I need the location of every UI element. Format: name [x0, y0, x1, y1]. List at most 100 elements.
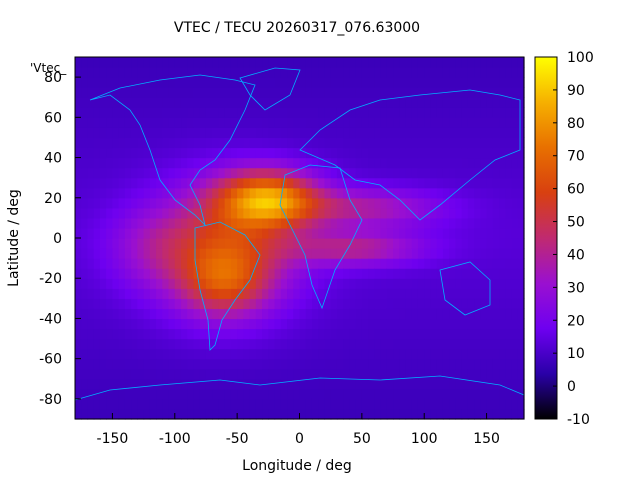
- heatmap-cell: [243, 227, 251, 239]
- heatmap-cell: [511, 97, 519, 108]
- heatmap-cell: [205, 167, 213, 179]
- heatmap-cell: [343, 197, 350, 209]
- heatmap-cell: [255, 127, 263, 139]
- heatmap-cell: [424, 398, 432, 410]
- heatmap-cell: [349, 288, 357, 299]
- heatmap-cell: [187, 147, 195, 159]
- heatmap-cell: [417, 137, 425, 149]
- heatmap-cell: [274, 308, 282, 320]
- heatmap-cell: [293, 117, 301, 128]
- heatmap-cell: [162, 137, 170, 149]
- heatmap-cell: [293, 248, 301, 259]
- heatmap-cell: [499, 268, 506, 279]
- heatmap-cell: [268, 358, 276, 370]
- heatmap-cell: [318, 388, 326, 400]
- heatmap-cell: [268, 398, 276, 410]
- heatmap-cell: [474, 157, 481, 169]
- heatmap-cell: [162, 398, 170, 410]
- heatmap-cell: [193, 318, 201, 330]
- heatmap-cell: [168, 278, 176, 289]
- heatmap-cell: [218, 238, 226, 249]
- heatmap-cell: [243, 258, 251, 269]
- heatmap-cell: [181, 67, 188, 78]
- heatmap-cell: [324, 308, 332, 320]
- heatmap-cell: [517, 258, 525, 269]
- heatmap-cell: [181, 378, 188, 390]
- heatmap-cell: [181, 258, 188, 269]
- heatmap-cell: [293, 268, 301, 279]
- heatmap-cell: [349, 248, 357, 259]
- heatmap-cell: [174, 308, 182, 320]
- heatmap-cell: [368, 147, 375, 159]
- heatmap-cell: [274, 207, 282, 219]
- heatmap-cell: [318, 378, 326, 390]
- heatmap-cell: [355, 348, 363, 360]
- heatmap-cell: [299, 117, 307, 128]
- heatmap-cell: [131, 328, 138, 340]
- heatmap-cell: [442, 278, 450, 289]
- heatmap-cell: [112, 278, 120, 289]
- heatmap-cell: [517, 177, 525, 189]
- heatmap-cell: [218, 258, 226, 269]
- heatmap-cell: [99, 207, 107, 219]
- heatmap-cell: [368, 207, 375, 219]
- heatmap-cell: [505, 318, 513, 330]
- heatmap-cell: [492, 157, 500, 169]
- heatmap-cell: [299, 378, 307, 390]
- heatmap-cell: [156, 107, 163, 118]
- heatmap-cell: [81, 288, 89, 299]
- heatmap-cell: [336, 348, 344, 360]
- heatmap-cell: [374, 177, 382, 189]
- heatmap-cell: [499, 288, 506, 299]
- heatmap-cell: [399, 318, 407, 330]
- heatmap-cell: [455, 167, 463, 179]
- heatmap-cell: [449, 67, 457, 78]
- heatmap-cell: [430, 97, 438, 108]
- heatmap-cell: [124, 167, 132, 179]
- heatmap-cell: [174, 137, 182, 149]
- heatmap-cell: [330, 77, 338, 88]
- heatmap-cell: [205, 368, 213, 380]
- heatmap-cell: [436, 298, 444, 309]
- heatmap-cell: [131, 87, 138, 98]
- heatmap-cell: [343, 288, 350, 299]
- heatmap-cell: [87, 167, 95, 179]
- heatmap-cell: [118, 127, 126, 139]
- heatmap-cell: [162, 248, 170, 259]
- heatmap-cell: [442, 358, 450, 370]
- heatmap-cell: [174, 57, 182, 68]
- heatmap-cell: [505, 217, 513, 229]
- heatmap-cell: [274, 388, 282, 400]
- heatmap-cell: [106, 338, 114, 350]
- heatmap-cell: [399, 408, 407, 420]
- heatmap-cell: [430, 378, 438, 390]
- heatmap-cell: [181, 187, 188, 199]
- heatmap-cell: [237, 308, 244, 320]
- heatmap-cell: [249, 368, 257, 380]
- heatmap-cell: [181, 87, 188, 98]
- heatmap-cell: [505, 87, 513, 98]
- heatmap-cell: [81, 67, 89, 78]
- heatmap-cell: [218, 157, 226, 169]
- heatmap-cell: [149, 177, 157, 189]
- heatmap-cell: [187, 278, 195, 289]
- heatmap-cell: [262, 318, 269, 330]
- heatmap-cell: [299, 288, 307, 299]
- heatmap-cell: [511, 368, 519, 380]
- heatmap-cell: [168, 57, 176, 68]
- heatmap-cell: [411, 227, 419, 239]
- heatmap-cell: [393, 348, 400, 360]
- heatmap-cell: [505, 288, 513, 299]
- heatmap-cell: [424, 177, 432, 189]
- heatmap-cell: [374, 378, 382, 390]
- heatmap-cell: [399, 338, 407, 350]
- heatmap-cell: [131, 127, 138, 139]
- heatmap-cell: [461, 318, 469, 330]
- heatmap-cell: [343, 248, 350, 259]
- heatmap-cell: [262, 238, 269, 249]
- heatmap-cell: [480, 328, 488, 340]
- heatmap-cell: [212, 187, 220, 199]
- heatmap-cell: [143, 328, 151, 340]
- heatmap-cell: [480, 368, 488, 380]
- heatmap-cell: [505, 348, 513, 360]
